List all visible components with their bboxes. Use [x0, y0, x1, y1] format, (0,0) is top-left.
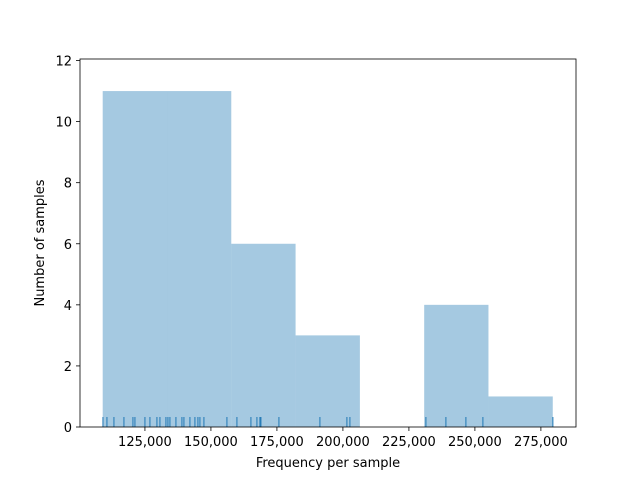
y-tick-label: 6: [64, 238, 72, 253]
y-tick-label: 10: [55, 116, 72, 131]
bar: [295, 335, 360, 427]
x-tick-label: 175,000: [250, 435, 304, 450]
y-tick-label: 0: [64, 421, 72, 436]
x-tick-label: 200,000: [316, 435, 370, 450]
bar: [231, 243, 296, 427]
bar: [424, 304, 489, 427]
y-tick-label: 8: [64, 177, 72, 192]
x-tick-label: 225,000: [382, 435, 436, 450]
x-axis-label: Frequency per sample: [256, 456, 400, 471]
x-tick-label: 275,000: [514, 435, 568, 450]
bar: [488, 396, 553, 427]
plot-frame: [79, 58, 577, 428]
bar: [167, 91, 232, 427]
y-tick-label: 12: [55, 55, 72, 70]
y-tick-label: 4: [64, 299, 72, 314]
bar: [102, 91, 168, 427]
x-tick-label: 250,000: [448, 435, 502, 450]
y-axis-label: Number of samples: [33, 179, 48, 306]
x-tick-label: 125,000: [118, 435, 172, 450]
x-tick-label: 150,000: [184, 435, 238, 450]
y-tick-label: 2: [64, 360, 72, 375]
